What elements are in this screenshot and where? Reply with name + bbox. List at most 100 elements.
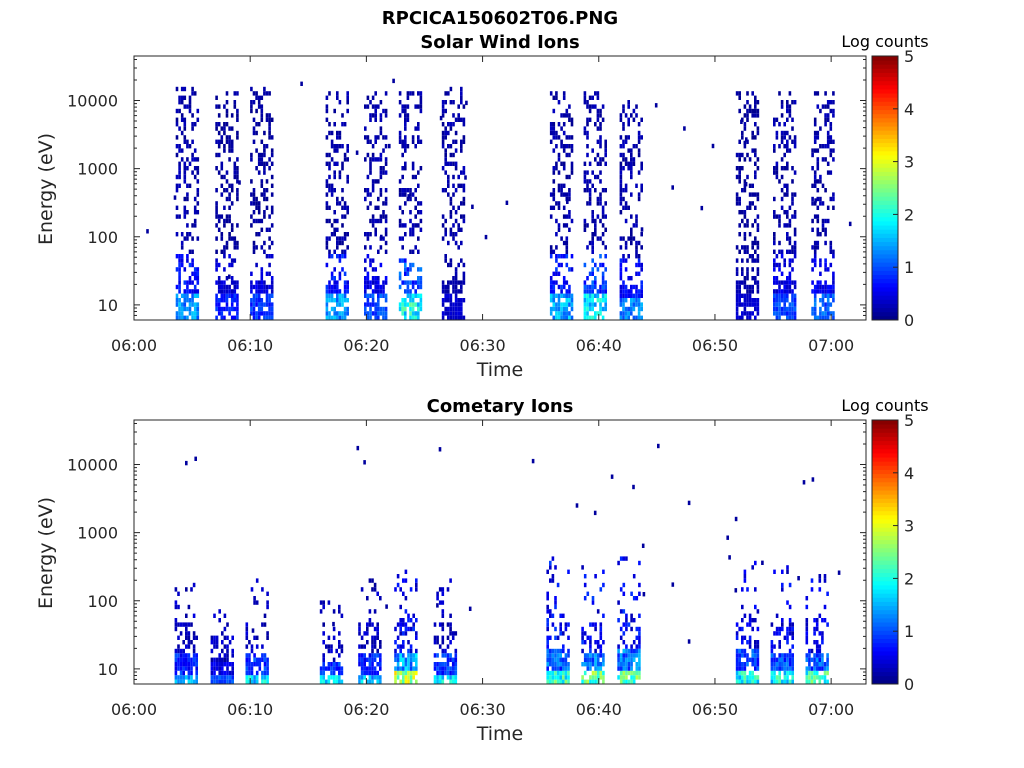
heatmap-cell [568,302,571,307]
heatmap-cell [374,91,377,96]
heatmap-cell [591,679,595,684]
heatmap-cell [230,258,234,263]
heatmap-cell [253,657,256,662]
heatmap-cell [556,657,560,662]
heatmap-cell [175,135,179,140]
heatmap-cell [346,174,349,180]
heatmap-cell [174,587,178,592]
heatmap-cell [549,130,553,136]
heatmap-cell [591,271,594,276]
heatmap-cell [263,214,266,219]
heatmap-cell [619,587,623,592]
heatmap-cell [394,587,397,592]
heatmap-cell [552,179,556,184]
heatmap-cell [622,144,625,149]
heatmap-cell [444,227,447,232]
heatmap-cell [374,108,377,114]
heatmap-cell [215,662,219,667]
heatmap-cell [230,148,234,153]
heatmap-cell [180,130,184,136]
heatmap-cell [791,280,794,285]
heatmap-cell [562,657,565,662]
colorbar-segment [872,101,898,106]
heatmap-cell [187,679,191,684]
heatmap-cell [366,298,370,303]
heatmap-cell [266,591,269,596]
heatmap-cell [406,284,410,290]
heatmap-cell [557,135,561,140]
heatmap-cell [734,588,738,593]
heatmap-cell [549,613,552,618]
heatmap-cell [371,653,374,658]
heatmap-cell [414,293,417,298]
heatmap-cell [415,653,418,658]
heatmap-cell [364,196,367,202]
heatmap-cell [816,166,820,171]
heatmap-cell [190,640,193,645]
heatmap-cell [260,113,264,118]
heatmap-cell [325,284,329,290]
heatmap-cell [228,236,231,241]
heatmap-cell [257,201,261,206]
heatmap-cell [819,315,822,320]
heatmap-cell [583,640,587,645]
heatmap-cell [417,91,420,96]
heatmap-cell [178,315,181,320]
heatmap-cell [761,560,764,565]
y-tick-label: 1000 [77,160,118,179]
heatmap-cell [217,122,221,127]
heatmap-cell [829,152,833,158]
colorbar-tick-label: 5 [904,411,914,430]
heatmap-cell [210,635,214,640]
heatmap-cell [414,144,417,149]
heatmap-cell [371,157,375,162]
heatmap-cell [411,280,415,285]
heatmap-cell [346,289,349,294]
heatmap-cell [462,276,466,281]
heatmap-cell [454,315,458,320]
heatmap-cell [255,289,258,294]
heatmap-cell [223,284,226,290]
heatmap-cell [358,631,361,636]
heatmap-cell [330,130,334,136]
heatmap-cell [555,232,558,237]
heatmap-cell [328,152,331,158]
heatmap-cell [368,679,372,684]
heatmap-cell [253,679,256,684]
heatmap-cell [398,302,402,307]
heatmap-cell [583,223,587,228]
heatmap-cell [270,183,274,188]
heatmap-cell [638,666,641,671]
colorbar-segment [872,233,898,238]
heatmap-cell [441,626,445,632]
heatmap-cell [460,306,463,312]
heatmap-cell [419,201,423,206]
heatmap-cell [441,139,445,144]
heatmap-cell [210,657,214,662]
heatmap-cell [816,289,820,294]
heatmap-cell [226,635,229,640]
heatmap-cell [257,315,261,320]
heatmap-cell [449,144,453,149]
heatmap-cell [559,679,562,684]
heatmap-cell [824,113,827,118]
heatmap-cell [568,113,571,118]
heatmap-cell [596,91,600,96]
heatmap-cell [588,192,592,197]
heatmap-cell [325,108,329,114]
heatmap-cell [178,302,181,307]
heatmap-cell [793,214,797,219]
heatmap-cell [555,267,558,272]
heatmap-cell [599,135,602,140]
heatmap-cell [441,302,445,307]
heatmap-cell [250,223,253,228]
heatmap-cell [356,445,360,451]
heatmap-cell [230,227,234,232]
heatmap-cell [374,289,377,294]
heatmap-cell [195,679,198,684]
heatmap-cell [384,240,388,246]
heatmap-cell [322,675,325,680]
colorbar-segment [872,122,898,127]
heatmap-cell [624,306,628,312]
heatmap-cell [562,144,566,149]
